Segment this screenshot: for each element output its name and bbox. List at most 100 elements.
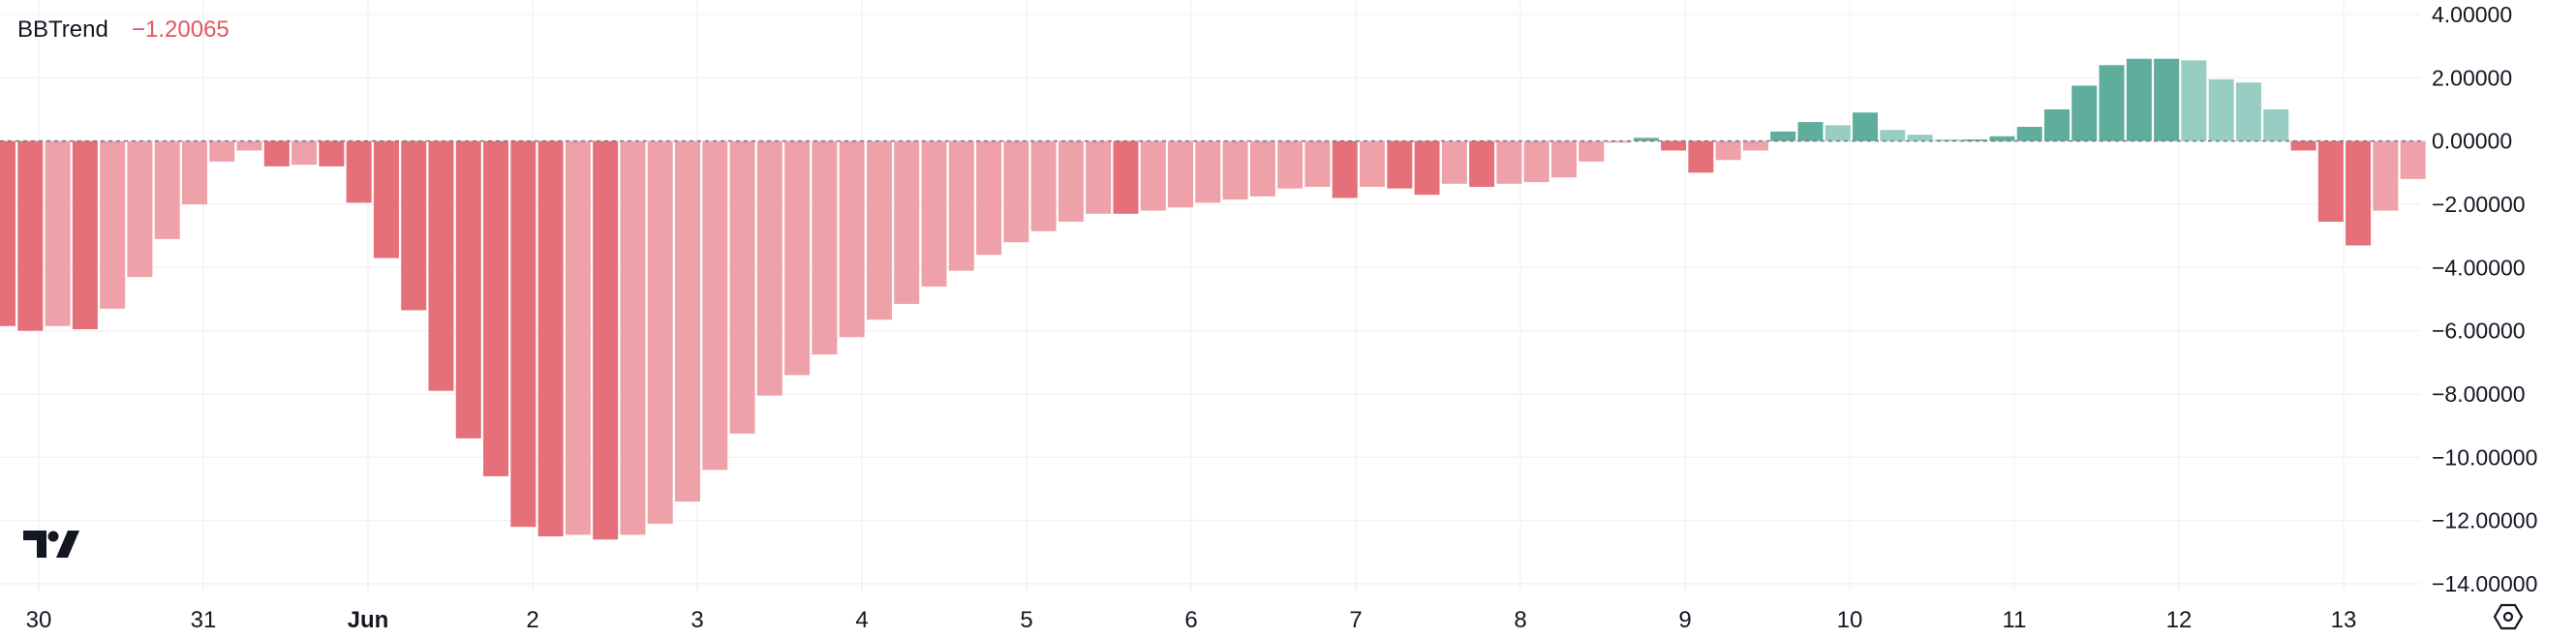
bbtrend-bar: [2099, 65, 2125, 141]
x-tick-label: 7: [1349, 607, 1362, 633]
bbtrend-bar: [1853, 112, 1879, 141]
bbtrend-bar: [948, 140, 974, 271]
bbtrend-bar: [1550, 140, 1577, 178]
bbtrend-bar: [1606, 140, 1632, 143]
bbtrend-bar: [1633, 137, 1659, 141]
bbtrend-bar: [1195, 140, 1221, 203]
bbtrend-bar: [1387, 140, 1413, 189]
bbtrend-bar: [976, 140, 1002, 256]
bbtrend-bar: [2071, 85, 2098, 141]
bbtrend-bar: [154, 140, 180, 239]
bbtrend-bar: [1414, 140, 1440, 196]
bbtrend-bar: [346, 140, 372, 203]
bbtrend-bar: [1332, 140, 1358, 198]
x-tick-label: 13: [2331, 607, 2357, 633]
y-tick-label: 4.00000: [2432, 2, 2512, 27]
x-tick-label: 10: [1837, 607, 1863, 633]
bbtrend-bar: [483, 140, 509, 476]
bbtrend-bar: [1360, 140, 1385, 188]
x-tick-label: 3: [690, 607, 703, 633]
bbtrend-bar: [1770, 131, 1796, 141]
bbtrend-bar: [2181, 60, 2207, 141]
bbtrend-bar: [2208, 78, 2234, 141]
bbtrend-bar: [2016, 126, 2042, 141]
x-tick-label: 9: [1678, 607, 1691, 633]
bbtrend-bar: [428, 140, 454, 391]
x-tick-label: 12: [2166, 607, 2193, 633]
y-tick-label: 0.00000: [2432, 129, 2512, 154]
bbtrend-bar: [2400, 140, 2426, 179]
bbtrend-bar: [17, 140, 44, 331]
x-tick-label: 11: [2003, 607, 2027, 633]
bbtrend-bar: [181, 140, 207, 204]
bbtrend-bar: [675, 140, 700, 502]
bbtrend-bar: [1934, 139, 1960, 141]
bbtrend-bar: [565, 140, 591, 535]
bbtrend-bar: [236, 140, 262, 151]
bbtrend-bar: [1086, 140, 1112, 214]
bbtrend-bar: [2154, 58, 2180, 141]
bbtrend-bar: [510, 140, 537, 528]
bbtrend-bar: [1003, 140, 1029, 243]
bbtrend-bar: [1113, 140, 1139, 214]
bbtrend-bar: [2126, 58, 2152, 141]
bbtrend-bar: [1441, 140, 1467, 184]
bbtrend-bar: [756, 140, 782, 396]
bbtrend-bar: [1688, 140, 1714, 173]
bbtrend-bar: [921, 140, 947, 287]
settings-hexagon-icon[interactable]: [2493, 603, 2524, 630]
bbtrend-bar: [127, 140, 153, 278]
histogram-bars: [0, 58, 2426, 540]
bbtrend-bar: [2317, 140, 2344, 222]
bbtrend-bar: [537, 140, 564, 536]
bbtrend-bar: [0, 140, 15, 326]
y-tick-label: 2.00000: [2432, 65, 2512, 90]
bbtrend-bar: [72, 140, 98, 330]
bbtrend-bar: [1989, 136, 2015, 141]
bbtrend-bar: [593, 140, 619, 540]
bbtrend-bar: [1469, 140, 1495, 188]
x-tick-label: Jun: [348, 607, 389, 633]
bbtrend-bar: [291, 140, 318, 166]
bbtrend-bar: [1058, 140, 1084, 222]
bbtrend-bar: [2373, 140, 2399, 211]
y-axis: 4.00000 2.00000 0.00000 −2.00000 −4.00000 −6.…: [2432, 2, 2537, 596]
bbtrend-bar: [2044, 109, 2070, 141]
bbtrend-bar: [1907, 135, 1933, 141]
bbtrend-bar: [1277, 140, 1303, 189]
bbtrend-bar: [1661, 140, 1687, 151]
bbtrend-bar: [1168, 140, 1194, 208]
bbtrend-bar: [1742, 140, 1768, 151]
bbtrend-bar: [1304, 140, 1331, 188]
bbtrend-bar: [373, 140, 399, 259]
x-tick-label: 5: [1020, 607, 1032, 633]
x-tick-label: 4: [855, 607, 868, 633]
bbtrend-bar: [1140, 140, 1166, 211]
x-tick-label: 2: [526, 607, 538, 633]
bbtrend-bar: [729, 140, 755, 434]
bbtrend-bar: [839, 140, 865, 338]
bbtrend-bar: [455, 140, 481, 439]
bbtrend-bar: [45, 140, 71, 326]
tradingview-logo-icon[interactable]: [23, 531, 79, 558]
bbtrend-bar: [319, 140, 345, 167]
bbtrend-bar: [1579, 140, 1605, 162]
indicator-name: BBTrend: [17, 16, 108, 43]
grid-lines: [0, 0, 2421, 593]
bbtrend-bar: [2290, 140, 2316, 151]
y-tick-label: −4.00000: [2432, 255, 2526, 280]
bbtrend-bar: [2346, 140, 2372, 246]
bbtrend-bar: [1222, 140, 1248, 200]
y-tick-label: −8.00000: [2432, 381, 2526, 407]
bbtrend-bar: [620, 140, 646, 535]
bbtrend-bar: [894, 140, 920, 304]
bbtrend-bar: [2263, 109, 2289, 141]
bbtrend-bar: [209, 140, 235, 162]
bbtrend-bar: [647, 140, 673, 524]
bbtrend-bar: [1825, 125, 1851, 141]
indicator-value: −1.20065: [132, 16, 230, 43]
bbtrend-bar: [2235, 82, 2261, 141]
bbtrend-bar: [1496, 140, 1522, 184]
bbtrend-bar: [1715, 140, 1741, 161]
